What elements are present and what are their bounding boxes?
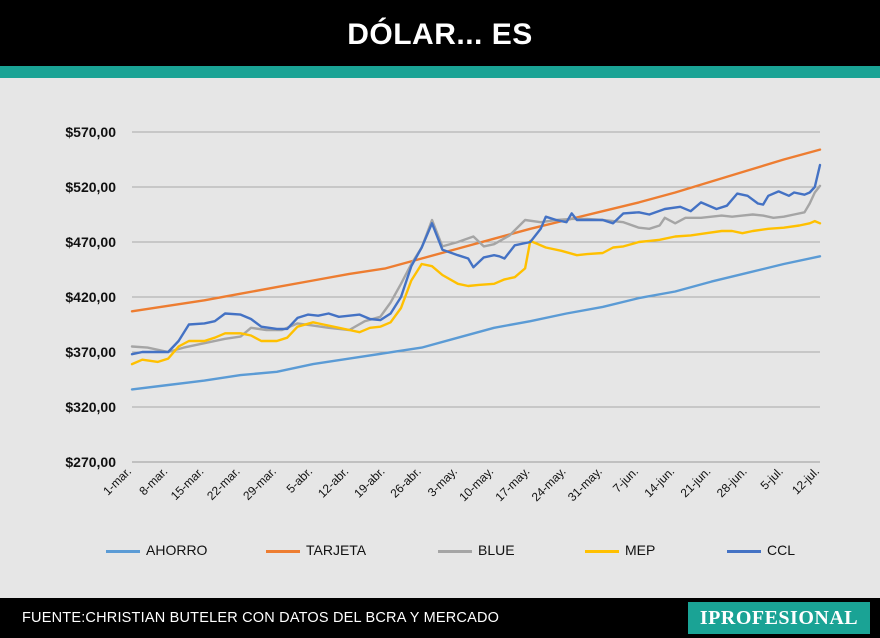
legend-label-blue: BLUE (478, 542, 515, 558)
y-tick-label: $470,00 (65, 234, 116, 250)
x-tick-label: 5-abr. (284, 464, 316, 496)
line-chart: $270,00 $320,00 $370,00 $420,00 $470,00 $520,… (65, 124, 822, 504)
chart-area: $270,00 $320,00 $370,00 $420,00 $470,00 $520,… (0, 78, 880, 598)
brand-logo-text: IPROFESIONAL (699, 607, 859, 629)
series-line-mep (130, 219, 822, 366)
legend-label-mep: MEP (625, 542, 656, 558)
y-tick-label: $570,00 (65, 124, 116, 140)
series-line-ahorro (130, 255, 822, 391)
y-tick-label: $320,00 (65, 399, 116, 415)
footer-bar: FUENTE:CHRISTIAN BUTELER CON DATOS DEL B… (0, 598, 880, 638)
x-tick-label: 26-abr. (387, 464, 423, 500)
legend-swatch-blue (438, 550, 472, 553)
chart-legend: AHORRO TARJETA BLUE MEP CCL (0, 540, 880, 562)
x-tick-label: 15-mar. (168, 464, 207, 503)
x-tick-label: 7-jun. (610, 464, 641, 495)
x-tick-label: 14-jun. (641, 464, 677, 500)
x-tick-label: 10-may. (456, 464, 496, 504)
page-title: DÓLAR... ES (347, 18, 533, 51)
legend-label-ahorro: AHORRO (146, 542, 208, 558)
x-tick-label: 12-jul. (789, 464, 822, 497)
x-tick-label: 22-mar. (204, 464, 243, 503)
legend-swatch-ccl (727, 550, 761, 553)
x-tick-label: 8-mar. (136, 464, 170, 498)
y-tick-label: $270,00 (65, 454, 116, 470)
x-tick-label: 3-may. (425, 464, 460, 499)
series-line-tarjeta (130, 148, 822, 313)
x-tick-label: 31-may. (565, 464, 605, 504)
x-tick-label: 5-jul. (758, 464, 786, 492)
x-tick-label: 19-abr. (351, 464, 387, 500)
legend-swatch-tarjeta (266, 550, 300, 553)
brand-logo: IPROFESIONAL (688, 602, 870, 634)
legend-label-ccl: CCL (767, 542, 796, 558)
x-tick-label: 21-jun. (678, 464, 714, 500)
y-tick-label: $420,00 (65, 289, 116, 305)
y-tick-label: $520,00 (65, 179, 116, 195)
source-note: FUENTE:CHRISTIAN BUTELER CON DATOS DEL B… (22, 610, 500, 626)
y-tick-label: $370,00 (65, 344, 116, 360)
legend-swatch-ahorro (106, 550, 140, 553)
series-line-blue (130, 184, 822, 354)
x-tick-label: 17-may. (493, 464, 533, 504)
legend-label-tarjeta: TARJETA (306, 542, 367, 558)
header-bar (0, 0, 880, 66)
accent-stripe (0, 66, 880, 78)
x-tick-label: 28-jun. (714, 464, 750, 500)
x-tick-label: 29-mar. (240, 464, 279, 503)
x-tick-label: 24-may. (529, 464, 569, 504)
series-line-ccl (130, 163, 822, 356)
x-tick-label: 12-abr. (315, 464, 351, 500)
legend-swatch-mep (585, 550, 619, 553)
